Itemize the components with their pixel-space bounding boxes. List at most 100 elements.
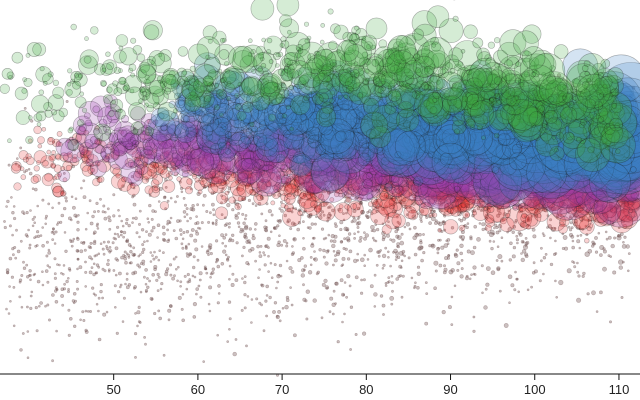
data-point: [451, 154, 455, 158]
data-point: [224, 233, 228, 237]
data-point: [148, 193, 152, 197]
data-point: [192, 302, 197, 307]
data-point: [33, 236, 36, 239]
data-point: [389, 264, 392, 268]
data-point: [119, 285, 122, 289]
data-point: [93, 210, 97, 214]
data-point: [19, 146, 23, 150]
data-point: [365, 214, 370, 219]
data-point: [41, 127, 47, 132]
data-point: [180, 242, 184, 246]
data-point: [305, 289, 310, 294]
data-point: [524, 236, 528, 240]
data-point: [241, 212, 245, 216]
data-point: [310, 222, 314, 226]
data-point: [44, 217, 48, 220]
data-point: [402, 197, 407, 203]
data-point: [254, 222, 258, 226]
data-point: [33, 187, 38, 192]
data-point: [166, 125, 171, 129]
data-point: [94, 293, 97, 297]
data-point: [588, 128, 594, 134]
data-point: [270, 213, 274, 217]
data-point: [161, 251, 165, 255]
data-point: [570, 234, 575, 239]
data-point: [163, 195, 167, 199]
data-point: [382, 263, 386, 267]
data-point: [311, 242, 314, 246]
data-point: [143, 335, 147, 339]
data-point: [50, 163, 56, 169]
data-point: [22, 212, 26, 215]
data-point: [62, 206, 67, 211]
data-point: [505, 212, 511, 219]
data-point: [285, 295, 290, 300]
data-point: [490, 270, 496, 276]
data-point: [289, 286, 292, 289]
data-point: [33, 165, 40, 172]
data-point: [334, 302, 337, 305]
data-point: [70, 218, 73, 222]
data-point: [310, 243, 315, 248]
data-point: [232, 351, 237, 357]
data-point: [511, 230, 515, 234]
data-point: [228, 264, 232, 268]
data-point: [313, 222, 317, 226]
data-point: [370, 229, 374, 232]
data-point: [139, 262, 143, 266]
data-point: [135, 231, 139, 235]
data-point: [472, 245, 477, 250]
data-point: [92, 292, 96, 296]
data-point: [599, 290, 603, 295]
data-point: [321, 282, 326, 287]
data-point: [542, 256, 547, 260]
data-point: [384, 281, 388, 285]
data-point: [472, 210, 478, 216]
data-point: [455, 248, 459, 252]
data-point: [361, 145, 365, 149]
data-point: [31, 217, 35, 221]
data-point: [407, 256, 411, 260]
data-point: [373, 305, 377, 308]
data-point: [94, 271, 99, 275]
data-point: [451, 187, 454, 191]
data-point: [263, 227, 268, 232]
data-point: [307, 270, 313, 275]
data-point: [30, 175, 39, 184]
data-point: [363, 231, 366, 234]
data-point: [487, 231, 490, 235]
data-point: [438, 263, 443, 268]
data-point: [394, 251, 399, 256]
data-point: [459, 251, 464, 256]
data-point: [169, 216, 173, 220]
data-point: [39, 301, 43, 305]
data-point: [41, 244, 45, 248]
data-point: [196, 203, 200, 207]
data-point: [208, 309, 212, 313]
data-point: [131, 221, 134, 224]
data-point: [115, 331, 119, 335]
data-point: [104, 210, 107, 214]
data-point: [430, 243, 436, 249]
data-point: [532, 261, 536, 265]
data-point: [545, 170, 550, 174]
data-point: [95, 302, 99, 306]
data-point: [446, 256, 450, 260]
data-point: [517, 203, 521, 206]
data-point: [285, 244, 289, 248]
data-point: [340, 240, 344, 243]
data-point: [19, 239, 23, 243]
data-point: [200, 175, 204, 180]
data-point: [26, 275, 30, 279]
data-point: [273, 301, 278, 305]
data-point: [240, 308, 244, 312]
data-point: [20, 305, 24, 309]
data-point: [306, 214, 311, 218]
data-point: [276, 224, 280, 228]
data-point: [82, 318, 86, 322]
data-point: [277, 309, 282, 314]
data-point: [298, 149, 302, 152]
data-point: [285, 241, 289, 245]
data-point: [437, 238, 440, 242]
